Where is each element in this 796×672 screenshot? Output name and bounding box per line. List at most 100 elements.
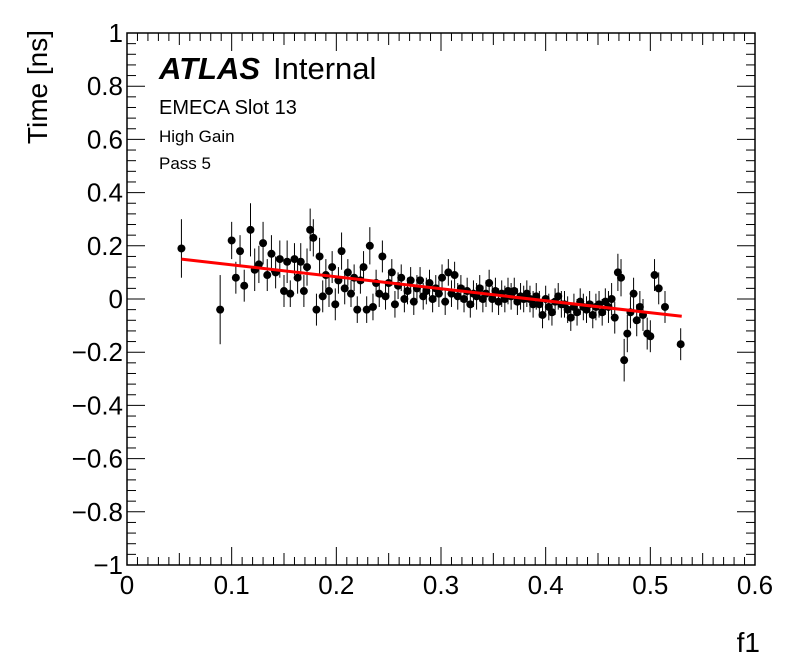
data-point xyxy=(362,305,371,314)
data-point xyxy=(632,316,641,325)
data-point xyxy=(428,295,437,303)
data-point xyxy=(441,297,450,306)
data-point xyxy=(343,268,352,277)
y-axis-title: Time [ns] xyxy=(22,30,53,144)
data-point xyxy=(299,287,308,296)
plot-frame xyxy=(126,32,756,566)
data-point xyxy=(475,284,484,293)
data-point xyxy=(286,289,295,298)
data-point xyxy=(328,263,337,272)
y-tick-label: −1 xyxy=(93,550,123,580)
data-point xyxy=(246,225,255,234)
x-tick-label: 0.6 xyxy=(737,570,773,600)
data-point xyxy=(460,295,469,303)
atlas-label: ATLAS xyxy=(158,51,260,86)
data-point xyxy=(438,273,447,282)
y-tick-labels: −1 −0.8 −0.6 −0.4 −0.2 0 0.2 0.4 0.6 0.8 1 xyxy=(72,18,123,580)
data-point xyxy=(263,271,272,280)
data-point xyxy=(303,263,312,272)
data-point xyxy=(598,308,607,317)
y-tick-label: 1 xyxy=(109,18,123,48)
data-point xyxy=(635,302,644,311)
data-point xyxy=(646,332,655,341)
data-point xyxy=(566,313,575,322)
y-tick-label: 0.8 xyxy=(87,71,123,101)
data-point xyxy=(375,289,384,298)
data-point xyxy=(290,255,299,264)
data-point xyxy=(315,252,324,261)
x-tick-label: 0.3 xyxy=(423,570,459,600)
data-point xyxy=(359,263,368,272)
y-tick-label: −0.6 xyxy=(72,444,123,474)
data-point xyxy=(216,305,225,314)
data-point xyxy=(491,287,500,296)
data-point xyxy=(529,300,538,309)
data-point xyxy=(353,305,362,314)
data-point xyxy=(563,305,572,314)
data-point xyxy=(485,279,494,288)
data-point xyxy=(280,287,288,296)
gain-label: High Gain xyxy=(159,127,235,146)
data-point xyxy=(381,292,390,301)
data-point xyxy=(406,276,415,285)
data-point xyxy=(267,249,276,258)
data-point xyxy=(312,305,321,314)
data-point xyxy=(378,252,387,261)
data-point xyxy=(296,257,305,266)
y-tick-label: 0 xyxy=(109,284,123,314)
y-tick-label: −0.2 xyxy=(72,337,123,367)
data-point xyxy=(259,239,268,248)
data-point xyxy=(444,268,453,277)
data-point xyxy=(660,302,669,311)
data-point xyxy=(318,292,327,301)
data-point xyxy=(494,297,503,306)
internal-label: Internal xyxy=(273,51,376,86)
data-point xyxy=(510,287,519,296)
data-point xyxy=(425,279,434,288)
data-point xyxy=(538,310,547,319)
data-point xyxy=(623,329,632,338)
data-point xyxy=(306,225,315,234)
data-point xyxy=(453,292,462,301)
data-point xyxy=(177,244,186,253)
x-tick-label: 0.2 xyxy=(318,570,354,600)
data-point xyxy=(275,255,284,264)
data-point xyxy=(416,276,425,285)
data-point xyxy=(236,247,245,256)
data-point xyxy=(240,281,249,290)
data-point xyxy=(434,289,443,298)
data-point xyxy=(620,356,629,365)
data-point xyxy=(610,313,619,322)
data-point xyxy=(554,292,563,301)
data-point xyxy=(650,271,659,280)
data-point xyxy=(573,308,582,317)
data-point xyxy=(368,302,377,311)
data-point xyxy=(331,300,340,309)
fit-line xyxy=(181,257,682,318)
x-axis-title: f1 xyxy=(737,627,760,658)
data-point xyxy=(365,241,374,250)
data-point xyxy=(400,295,409,303)
data-point xyxy=(676,340,685,349)
data-point xyxy=(654,284,663,293)
data-point xyxy=(293,273,302,282)
data-point xyxy=(450,271,459,280)
y-tick-label: 0.4 xyxy=(87,178,123,208)
data-point xyxy=(617,273,626,282)
data-point xyxy=(309,233,318,242)
data-point xyxy=(535,300,544,309)
data-point xyxy=(231,273,240,282)
data-point xyxy=(547,308,556,317)
data-point xyxy=(588,310,597,319)
data-point xyxy=(422,287,431,296)
data-point xyxy=(387,268,396,277)
data-point xyxy=(227,236,236,245)
data-point xyxy=(346,289,355,298)
y-tick-label: 0.6 xyxy=(87,124,123,154)
x-tick-labels: 0 0.1 0.2 0.3 0.4 0.5 0.6 xyxy=(120,570,773,600)
data-point xyxy=(488,295,497,303)
data-point xyxy=(403,287,412,296)
detector-label: EMECA Slot 13 xyxy=(159,97,297,119)
data-point xyxy=(397,273,406,282)
